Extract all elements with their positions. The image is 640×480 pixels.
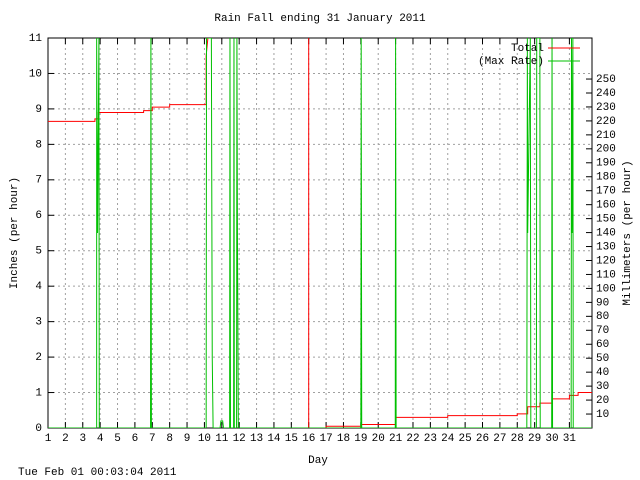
x-tick-label: 20: [372, 433, 385, 445]
y2-tick-label: 250: [596, 74, 616, 86]
x-tick-label: 18: [337, 433, 350, 445]
legend-label: (Max Rate): [478, 56, 544, 68]
y2-tick-label: 20: [596, 395, 609, 407]
x-tick-label: 12: [233, 433, 246, 445]
x-tick-label: 14: [267, 433, 281, 445]
y-tick-label: 10: [29, 68, 42, 80]
series-line: [48, 38, 592, 428]
x-tick-label: 8: [166, 433, 173, 445]
y2-tick-label: 180: [596, 172, 616, 184]
y-tick-label: 0: [35, 423, 42, 435]
y-tick-label: 6: [35, 210, 42, 222]
x-tick-label: 16: [302, 433, 315, 445]
y-tick-label: 11: [29, 33, 43, 45]
y2-axis-label: Millimeters (per hour): [622, 160, 634, 305]
y-tick-label: 8: [35, 139, 42, 151]
x-tick-label: 29: [528, 433, 541, 445]
y2-tick-label: 40: [596, 367, 609, 379]
y2-tick-label: 60: [596, 339, 609, 351]
legend-label: Total: [511, 43, 544, 55]
x-tick-label: 26: [476, 433, 489, 445]
x-tick-label: 22: [406, 433, 419, 445]
x-tick-label: 30: [545, 433, 558, 445]
x-tick-label: 28: [511, 433, 524, 445]
y2-tick-label: 170: [596, 186, 616, 198]
x-tick-label: 1: [45, 433, 52, 445]
x-tick-label: 19: [354, 433, 367, 445]
x-tick-label: 11: [215, 433, 229, 445]
y-axis-label: Inches (per hour): [9, 177, 21, 289]
y2-tick-label: 70: [596, 325, 609, 337]
x-tick-label: 17: [319, 433, 332, 445]
x-tick-label: 31: [563, 433, 577, 445]
x-tick-label: 13: [250, 433, 263, 445]
y2-tick-label: 120: [596, 255, 616, 267]
y2-tick-label: 200: [596, 144, 616, 156]
x-tick-label: 15: [285, 433, 298, 445]
y2-tick-label: 160: [596, 200, 616, 212]
y2-tick-label: 240: [596, 88, 616, 100]
plot-frame: [47, 37, 593, 429]
y2-tick-label: 50: [596, 353, 609, 365]
x-tick-label: 25: [459, 433, 472, 445]
y-tick-label: 2: [35, 352, 42, 364]
y2-tick-label: 140: [596, 227, 616, 239]
y-tick-label: 9: [35, 104, 42, 116]
y-tick-label: 5: [35, 246, 42, 258]
y2-tick-label: 150: [596, 214, 616, 226]
series-line: [48, 38, 592, 428]
y2-tick-label: 10: [596, 409, 609, 421]
y2-tick-label: 130: [596, 241, 616, 253]
y-tick-label: 1: [35, 387, 42, 399]
x-tick-label: 5: [114, 433, 121, 445]
x-tick-label: 21: [389, 433, 403, 445]
y2-tick-label: 220: [596, 116, 616, 128]
y-tick-label: 7: [35, 175, 42, 187]
x-tick-label: 7: [149, 433, 156, 445]
plot-area: [48, 38, 592, 428]
y2-tick-label: 230: [596, 102, 616, 114]
x-tick-label: 10: [198, 433, 211, 445]
timestamp: Tue Feb 01 00:03:04 2011: [18, 467, 177, 479]
y-tick-label: 3: [35, 317, 42, 329]
x-tick-label: 6: [132, 433, 139, 445]
x-axis-label: Day: [308, 455, 328, 467]
chart-title: Rain Fall ending 31 January 2011: [214, 13, 426, 25]
y2-tick-label: 80: [596, 311, 609, 323]
x-tick-label: 2: [62, 433, 69, 445]
x-tick-label: 24: [441, 433, 455, 445]
y2-tick-label: 100: [596, 283, 616, 295]
x-tick-label: 9: [184, 433, 191, 445]
y2-tick-label: 210: [596, 130, 616, 142]
y2-tick-label: 110: [596, 269, 616, 281]
y2-tick-label: 90: [596, 297, 609, 309]
x-tick-label: 3: [79, 433, 86, 445]
x-tick-label: 4: [97, 433, 104, 445]
x-tick-label: 23: [424, 433, 437, 445]
y-tick-label: 4: [35, 281, 42, 293]
y2-tick-label: 190: [596, 158, 616, 170]
y2-tick-label: 30: [596, 381, 609, 393]
x-tick-label: 27: [493, 433, 506, 445]
